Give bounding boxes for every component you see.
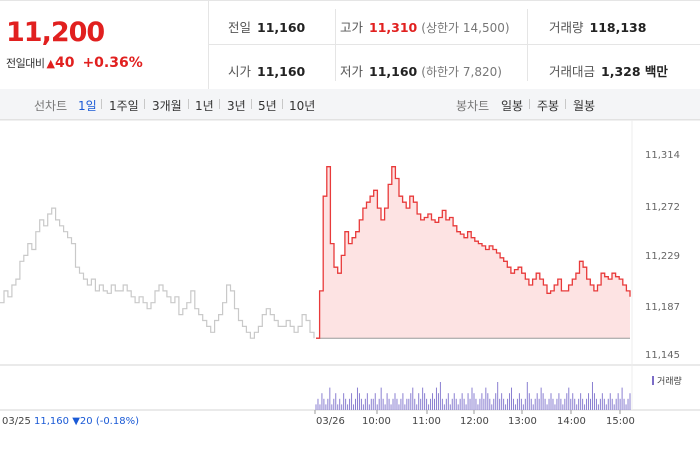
change-value: 40 [54,55,75,71]
series-line-prev-day [0,207,315,339]
y-tick-label: 11,272 [645,202,680,213]
prev-close: 전일 11,160 [228,17,305,36]
x-tick-label: 15:00 [606,416,635,427]
series-line-current-day [316,166,631,339]
volume-value: 118,138 [589,20,647,35]
volume-legend-swatch [652,376,654,385]
upper-limit: (상한가 14,500) [421,21,510,35]
low-label: 저가 [340,64,364,79]
high-value: 11,310 [369,20,418,35]
tab-separator [144,99,145,109]
change-percent: +0.36% [82,55,143,71]
quote-panel: 11,200 전일대비 ▲40 +0.36% 전일 11,160 고가 11,310 (상… [0,0,700,90]
tab-separator [219,99,220,109]
prev-day-date: 03/25 [2,416,31,427]
x-tick-label: 10:00 [362,416,391,427]
stats-divider [209,44,700,45]
prev-day-change: ▼20 [72,416,93,427]
tab-daily-candle[interactable]: 일봉 [501,99,524,113]
low-price: 저가 11,160 (하한가 7,820) [340,61,502,80]
low-value: 11,160 [369,64,418,79]
tab-weekly-candle[interactable]: 주봉 [537,99,560,113]
volume-legend: 거래량 [652,374,682,387]
price-box: 11,200 전일대비 ▲40 +0.36% [0,1,209,89]
amount-value: 1,328 백만 [601,64,668,79]
change-label: 전일대비 [6,57,45,70]
tab-10year[interactable]: 10년 [289,99,316,113]
volume-legend-label: 거래량 [657,377,682,387]
y-tick-label: 11,187 [645,302,680,313]
x-tick-label: 03/26 [316,416,345,427]
tab-1year[interactable]: 1년 [195,99,214,113]
prev-close-value: 11,160 [257,20,306,35]
tab-monthly-candle[interactable]: 월봉 [573,99,596,113]
y-tick-label: 11,229 [645,251,680,262]
y-tick-label: 11,145 [645,350,680,361]
series-area-current-day [316,166,630,339]
x-tick-label: 12:00 [460,416,489,427]
prev-day-close: 11,160 [34,416,70,427]
open-price: 시가 11,160 [228,61,305,80]
prev-day-change-percent: (-0.18%) [95,416,139,427]
x-tick-label: 11:00 [412,416,441,427]
open-label: 시가 [228,64,252,79]
high-label: 고가 [340,20,364,35]
line-chart-label: 선차트 [34,99,68,113]
amount-label: 거래대금 [549,64,596,79]
tab-5year[interactable]: 5년 [258,99,277,113]
tab-1week[interactable]: 1주일 [109,99,139,113]
tab-1day[interactable]: 1일 [78,99,97,113]
x-tick-label: 14:00 [557,416,586,427]
prev-close-label: 전일 [228,20,252,35]
tab-3month[interactable]: 3개월 [152,99,182,113]
tab-separator [565,99,566,109]
tab-separator [251,99,252,109]
tab-separator [282,99,283,109]
tab-separator [188,99,189,109]
tab-separator [529,99,530,109]
trade-amount: 거래대금 1,328 백만 [549,61,668,80]
up-triangle-icon: ▲ [46,57,55,70]
volume-label: 거래량 [549,20,584,35]
candle-chart-label: 봉차트 [456,99,490,113]
volume: 거래량 118,138 [549,17,646,36]
stats-column-divider [527,9,528,81]
tab-separator [101,99,102,109]
open-value: 11,160 [257,64,306,79]
price-chart [0,120,700,414]
change-row: 전일대비 ▲40 +0.36% [6,55,143,71]
y-tick-label: 11,314 [645,150,680,161]
chart-tabs: 선차트 1일 1주일 3개월 1년 3년 5년 10년 봉차트 일봉 주봉 월봉 [0,89,700,120]
stats-column-divider [335,9,336,81]
tab-3year[interactable]: 3년 [227,99,246,113]
high-price: 고가 11,310 (상한가 14,500) [340,17,510,36]
current-price: 11,200 [6,17,105,48]
x-tick-label: 13:00 [508,416,537,427]
lower-limit: (하한가 7,820) [421,65,502,79]
x-tick-label: 03/25 11,160 ▼20 (-0.18%) [2,416,139,427]
